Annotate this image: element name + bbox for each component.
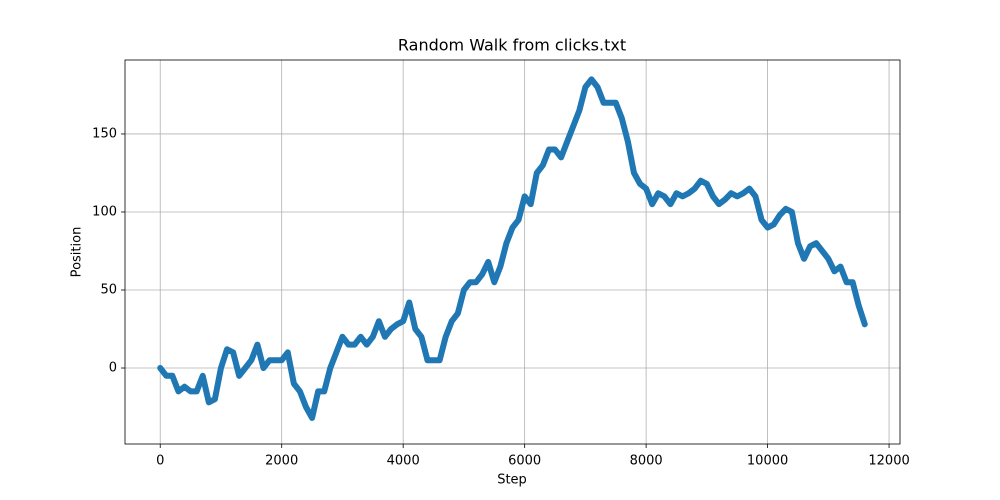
walk-line [157,76,868,421]
x-tick-label: 10000 [747,454,788,469]
x-axis-label: Step [497,473,527,488]
x-tick-label: 12000 [868,454,909,469]
axes-frame [124,59,901,445]
x-tick-label: 0 [156,454,164,469]
y-tick-label: 150 [92,126,117,141]
x-tick-label: 6000 [508,454,541,469]
plot [157,76,868,421]
x-tick-label: 4000 [387,454,420,469]
chart-title: Random Walk from clicks.txt [398,36,626,55]
y-tick-label: 50 [100,282,117,297]
x-tick-label: 8000 [630,454,663,469]
y-tick-label: 100 [92,204,117,219]
grid [125,60,900,444]
x-tick-label: 2000 [265,454,298,469]
y-tick-label: 0 [109,361,117,376]
y-axis-label: Position [70,227,85,278]
